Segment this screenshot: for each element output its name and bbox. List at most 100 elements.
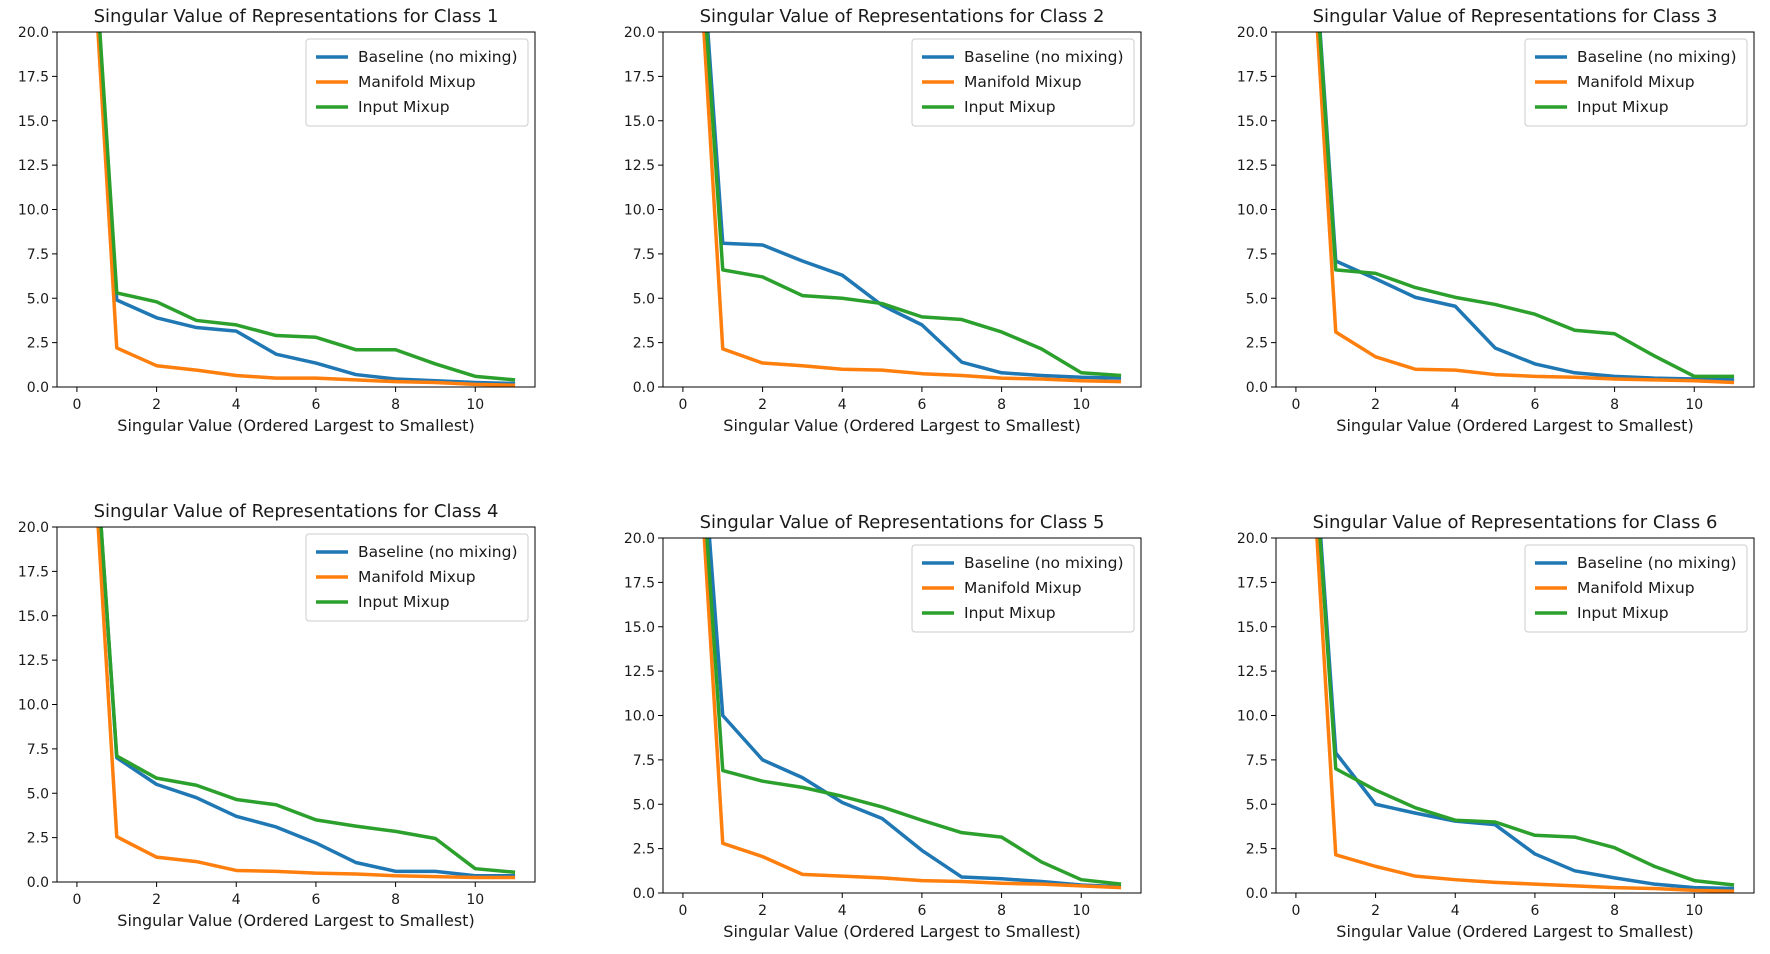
- plot-frame: [1275, 31, 1755, 388]
- y-tick-label: 2.5: [633, 336, 655, 352]
- legend-label-1: Baseline (no mixing): [964, 554, 1124, 572]
- legend-label-2: Manifold Mixup: [964, 579, 1082, 597]
- x-tick-label: 4: [232, 397, 241, 413]
- legend-label-1: Baseline (no mixing): [1577, 554, 1737, 572]
- x-tick-label: 8: [1610, 903, 1619, 919]
- series-line-3: [705, 538, 1122, 886]
- y-tick-label: 0.0: [1246, 380, 1268, 396]
- plot-frame: [662, 537, 1142, 894]
- y-tick-label: 7.5: [633, 247, 655, 263]
- x-tick-label: 4: [838, 903, 847, 919]
- legend-label-3: Input Mixup: [358, 98, 450, 116]
- legend-label-1: Baseline (no mixing): [358, 543, 518, 561]
- y-tick-label: 7.5: [1246, 247, 1268, 263]
- legend-label-3: Input Mixup: [964, 98, 1056, 116]
- series-line-3: [705, 32, 1122, 378]
- x-tick-label: 4: [232, 892, 241, 908]
- series-line-2: [702, 538, 1122, 890]
- legend-label-2: Manifold Mixup: [1577, 73, 1695, 91]
- series-line-2: [702, 32, 1122, 384]
- x-tick-label: 10: [1685, 903, 1703, 919]
- y-tick-label: 5.0: [1246, 797, 1268, 813]
- chart-title: Singular Value of Representations for Cl…: [94, 6, 499, 27]
- y-tick-label: 17.5: [18, 564, 49, 580]
- x-tick-label: 2: [1371, 397, 1380, 413]
- x-tick-label: 0: [72, 397, 81, 413]
- x-tick-label: 0: [1291, 903, 1300, 919]
- x-axis-label: Singular Value (Ordered Largest to Small…: [1336, 416, 1693, 435]
- y-tick-label: 20.0: [18, 25, 49, 41]
- series-line-1: [706, 32, 1122, 380]
- x-axis-label: Singular Value (Ordered Largest to Small…: [1336, 922, 1693, 941]
- plot-frame: [662, 31, 1142, 388]
- x-tick-label: 6: [917, 397, 926, 413]
- y-tick-label: 0.0: [633, 380, 655, 396]
- y-tick-label: 0.0: [1246, 886, 1268, 902]
- y-tick-label: 15.0: [1237, 114, 1268, 130]
- legend-box: [305, 38, 529, 127]
- x-tick-label: 8: [997, 903, 1006, 919]
- legend: Baseline (no mixing) Manifold Mixup Input …: [911, 38, 1135, 127]
- y-tick-label: 12.5: [1237, 158, 1268, 174]
- x-tick-label: 4: [1451, 903, 1460, 919]
- y-tick-label: 10.0: [1237, 203, 1268, 219]
- y-tick-label: 2.5: [1246, 842, 1268, 858]
- x-tick-label: 6: [1530, 903, 1539, 919]
- y-tick-label: 10.0: [18, 698, 49, 714]
- y-tick-label: 15.0: [624, 620, 655, 636]
- series-line-2: [1315, 32, 1735, 385]
- x-tick-label: 6: [311, 892, 320, 908]
- x-tick-label: 10: [466, 397, 484, 413]
- y-tick-label: 12.5: [1237, 664, 1268, 680]
- y-tick-label: 20.0: [1237, 531, 1268, 547]
- legend-label-1: Baseline (no mixing): [964, 48, 1124, 66]
- plot-frame: [1275, 537, 1755, 894]
- y-tick-label: 17.5: [18, 69, 49, 85]
- x-tick-label: 10: [1072, 397, 1090, 413]
- plot-frame: [56, 526, 536, 883]
- y-tick-label: 0.0: [27, 875, 49, 891]
- x-tick-label: 10: [1072, 903, 1090, 919]
- x-tick-label: 0: [678, 397, 687, 413]
- y-tick-label: 20.0: [624, 531, 655, 547]
- chart-panel-4: Singular Value of Representations for Cl…: [18, 501, 536, 930]
- x-tick-label: 2: [152, 397, 161, 413]
- plot-frame: [56, 31, 536, 388]
- series-line-1: [99, 527, 516, 878]
- y-tick-label: 5.0: [633, 797, 655, 813]
- x-tick-label: 8: [391, 397, 400, 413]
- chart-title: Singular Value of Representations for Cl…: [94, 501, 499, 522]
- x-tick-label: 4: [838, 397, 847, 413]
- y-tick-label: 15.0: [18, 114, 49, 130]
- chart-title: Singular Value of Representations for Cl…: [700, 6, 1105, 27]
- x-tick-label: 2: [152, 892, 161, 908]
- y-tick-label: 15.0: [1237, 620, 1268, 636]
- y-tick-label: 2.5: [27, 336, 49, 352]
- series-line-1: [1318, 32, 1735, 382]
- legend: Baseline (no mixing) Manifold Mixup Input …: [1524, 544, 1748, 633]
- y-tick-label: 12.5: [624, 664, 655, 680]
- y-tick-label: 5.0: [27, 291, 49, 307]
- y-tick-label: 10.0: [624, 203, 655, 219]
- chart-panel-2: Singular Value of Representations for Cl…: [624, 6, 1142, 435]
- legend-label-2: Manifold Mixup: [964, 73, 1082, 91]
- series-line-3: [98, 32, 516, 382]
- y-tick-label: 5.0: [633, 291, 655, 307]
- x-axis-label: Singular Value (Ordered Largest to Small…: [723, 922, 1080, 941]
- x-tick-label: 6: [917, 903, 926, 919]
- chart-title: Singular Value of Representations for Cl…: [1313, 6, 1718, 27]
- x-tick-label: 2: [758, 903, 767, 919]
- legend-label-3: Input Mixup: [964, 604, 1056, 622]
- x-axis-label: Singular Value (Ordered Largest to Small…: [117, 416, 474, 435]
- x-tick-label: 6: [311, 397, 320, 413]
- y-tick-label: 2.5: [1246, 336, 1268, 352]
- y-tick-label: 15.0: [18, 609, 49, 625]
- series-line-3: [99, 527, 516, 874]
- x-tick-label: 2: [1371, 903, 1380, 919]
- legend-label-2: Manifold Mixup: [358, 73, 476, 91]
- legend-label-2: Manifold Mixup: [358, 568, 476, 586]
- series-line-3: [1318, 32, 1735, 379]
- legend-box: [1524, 38, 1748, 127]
- x-axis-label: Singular Value (Ordered Largest to Small…: [117, 911, 474, 930]
